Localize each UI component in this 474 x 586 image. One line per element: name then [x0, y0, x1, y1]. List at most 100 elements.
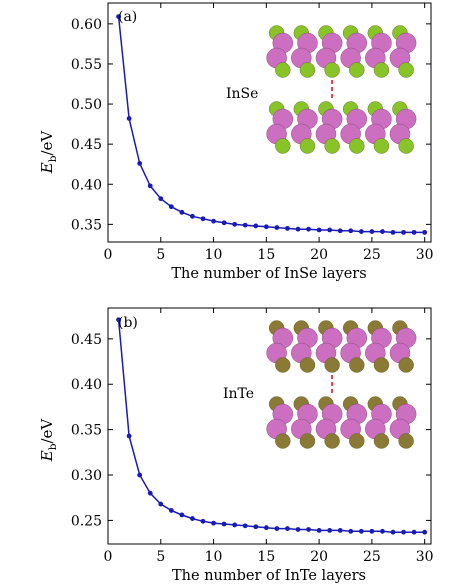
data-point — [158, 501, 164, 507]
data-point — [327, 227, 333, 233]
atom-b — [398, 433, 414, 449]
atom-b — [275, 357, 291, 373]
data-point — [295, 226, 301, 232]
y-tick-label: 0.45 — [71, 332, 102, 348]
plot-frame — [107, 307, 432, 545]
data-point — [147, 490, 153, 496]
atom-b — [324, 138, 340, 154]
x-tick-label: 25 — [363, 247, 381, 263]
atom-b — [299, 138, 316, 154]
atom-b — [349, 138, 365, 154]
data-point — [274, 526, 280, 531]
y-tick-label: 0.35 — [71, 423, 102, 439]
atom-b — [324, 62, 340, 78]
data-point — [369, 229, 375, 234]
y-tick-label: 0.30 — [71, 468, 102, 484]
x-axis-label: The number of InTe layers — [172, 568, 366, 584]
x-tick-label: 0 — [104, 247, 113, 263]
y-tick-label: 0.55 — [71, 57, 102, 73]
data-point — [295, 527, 301, 532]
data-point — [369, 528, 375, 534]
data-point — [306, 226, 311, 232]
data-point — [137, 161, 143, 166]
data-point — [137, 472, 143, 478]
atom-b — [275, 433, 291, 449]
y-tick-label: 0.35 — [71, 217, 102, 233]
atom-b — [398, 357, 414, 373]
crystal-structure-inset — [266, 25, 417, 154]
atom-b — [373, 433, 390, 449]
data-point — [422, 529, 428, 535]
data-point — [306, 527, 311, 532]
panel-a: 0 5 10 15 20 25 30 0.35 0.40 0.45 0.50 0.55 0.60 (a)… — [38, 2, 434, 282]
data-point — [190, 516, 195, 521]
atom-b — [349, 433, 365, 449]
axis-ticks: 0 5 10 15 20 25 30 0.35 0.40 0.45 0.50 0.55 0.60 — [71, 3, 434, 263]
panel-label: (a) — [118, 9, 137, 25]
data-point — [390, 529, 396, 535]
data-point — [337, 527, 343, 533]
data-point — [253, 223, 259, 229]
x-tick-label: 15 — [257, 247, 275, 263]
data-point — [316, 527, 322, 533]
crystal-structure-inset — [266, 320, 417, 449]
y-tick-label: 0.40 — [71, 377, 102, 393]
x-tick-label: 30 — [416, 549, 434, 565]
x-tick-label: 5 — [156, 247, 165, 263]
data-point — [401, 529, 406, 535]
x-tick-label: 20 — [310, 247, 328, 263]
atom-b — [324, 357, 340, 373]
data-point — [380, 229, 385, 234]
data-series — [116, 14, 428, 235]
data-point — [168, 204, 174, 210]
x-tick-label: 20 — [310, 549, 328, 565]
data-point — [232, 522, 238, 528]
data-point — [422, 229, 428, 235]
data-point — [179, 512, 185, 518]
x-tick-label: 10 — [205, 549, 223, 565]
atom-b — [275, 138, 291, 154]
axis-ticks: 0 5 10 15 20 25 30 0.25 0.30 0.35 0.40 0.45 — [71, 308, 434, 565]
x-tick-label: 10 — [205, 247, 223, 263]
data-point — [126, 433, 132, 439]
data-point — [200, 216, 206, 222]
plot-frame — [107, 2, 432, 243]
data-point — [211, 520, 216, 526]
data-point — [242, 523, 248, 529]
x-tick-label: 30 — [416, 247, 434, 263]
x-axis-label: The number of InSe layers — [171, 266, 366, 282]
data-point — [401, 229, 406, 235]
data-point — [285, 225, 290, 231]
atom-b — [324, 433, 340, 449]
data-point — [147, 183, 153, 189]
data-point — [116, 317, 121, 323]
data-point — [337, 228, 343, 234]
x-tick-label: 5 — [156, 549, 165, 565]
atom-b — [275, 62, 291, 78]
data-point — [242, 222, 248, 228]
y-tick-label: 0.60 — [71, 17, 102, 33]
data-point — [168, 508, 174, 513]
panel-label: (b) — [118, 315, 138, 331]
data-point — [200, 518, 206, 524]
data-point — [263, 525, 269, 531]
data-point — [126, 116, 132, 121]
atom-b — [398, 138, 414, 154]
material-label: InSe — [226, 86, 258, 102]
data-point — [411, 229, 417, 235]
data-point — [358, 528, 364, 534]
atom-b — [299, 62, 316, 78]
data-point — [211, 218, 216, 224]
data-point — [190, 213, 195, 219]
x-tick-label: 25 — [363, 549, 381, 565]
material-label: InTe — [223, 386, 254, 402]
data-point — [390, 229, 396, 235]
data-point — [221, 521, 227, 527]
data-point — [274, 225, 280, 230]
atom-b — [349, 357, 365, 373]
atom-b — [398, 62, 414, 78]
data-point — [221, 220, 227, 226]
y-axis-label: Eb/eV — [38, 418, 59, 463]
data-point — [158, 196, 164, 202]
